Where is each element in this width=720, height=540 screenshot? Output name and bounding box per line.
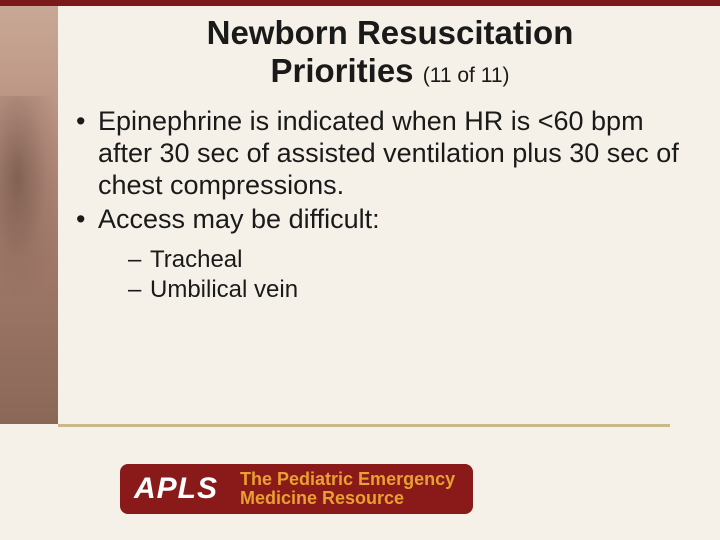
sub-item: Umbilical vein [128,275,680,305]
left-photo-overlay [0,96,58,296]
bullet-item: Epinephrine is indicated when HR is <60 … [72,106,680,202]
footer: APLS The Pediatric Emergency Medicine Re… [0,424,720,540]
apls-logo: APLS The Pediatric Emergency Medicine Re… [120,464,473,514]
logo-line1: The Pediatric Emergency [240,470,455,489]
bullet-list: Epinephrine is indicated when HR is <60 … [72,106,680,305]
title-counter: (11 of 11) [423,64,510,87]
sub-item: Tracheal [128,245,680,275]
sub-list: Tracheal Umbilical vein [128,245,680,305]
footer-divider [58,424,670,427]
bullet-text: Epinephrine is indicated when HR is <60 … [98,106,679,200]
content-area: Epinephrine is indicated when HR is <60 … [72,106,680,307]
logo-text: The Pediatric Emergency Medicine Resourc… [232,464,473,514]
top-accent-bar [0,0,720,6]
bullet-item: Access may be difficult: Tracheal Umbili… [72,204,680,306]
title-line1: Newborn Resuscitation [207,14,574,51]
bullet-text: Access may be difficult: [98,204,380,234]
slide-title: Newborn Resuscitation Priorities (11 of … [100,14,680,90]
sub-text: Tracheal [150,246,242,273]
sub-text: Umbilical vein [150,276,298,303]
title-line2: Priorities [270,52,413,89]
footer-band: APLS The Pediatric Emergency Medicine Re… [0,442,720,540]
logo-badge: APLS [120,464,232,514]
left-photo-strip [0,6,58,424]
logo-line2: Medicine Resource [240,489,455,508]
